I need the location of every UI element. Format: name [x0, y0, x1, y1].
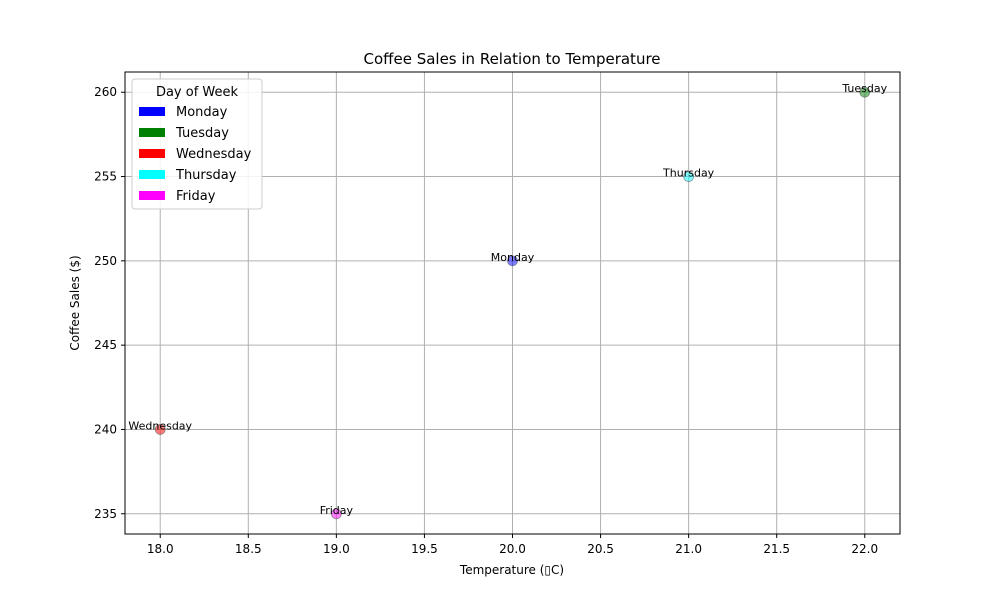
x-tick-label: 22.0: [851, 542, 878, 556]
data-point: [507, 255, 518, 267]
x-tick-label: 18.0: [147, 542, 174, 556]
data-point: [154, 424, 166, 435]
points-layer: [154, 86, 871, 520]
ticks-layer: 18.0 18.5 19.0 19.5 20.0 20.5 21.0 21.5 22.0 235 2…: [94, 85, 878, 556]
y-tick-label: 235: [94, 507, 117, 521]
x-tick-label: 18.5: [235, 542, 262, 556]
legend-entries: Monday Tuesday Wednesday Thursday Friday: [139, 105, 252, 204]
legend-title: Day of Week: [156, 85, 239, 100]
x-axis-label: Temperature (▯C): [459, 563, 564, 577]
x-tick-label: 19.0: [323, 542, 350, 556]
data-point-label: Friday: [320, 504, 354, 517]
y-tick-label: 245: [94, 338, 117, 352]
data-point-label: Wednesday: [128, 419, 192, 432]
x-tick-label: 20.5: [587, 542, 614, 556]
data-point-label: Monday: [491, 251, 535, 264]
data-point: [683, 171, 695, 182]
legend-label: Monday: [176, 105, 228, 120]
legend-label: Tuesday: [175, 126, 229, 141]
chart-title: Coffee Sales in Relation to Temperature: [363, 50, 660, 68]
legend: Day of Week Monday Tuesday Wednesday Thursd…: [131, 78, 263, 210]
data-point-label: Tuesday: [841, 82, 887, 95]
y-tick-label: 250: [94, 254, 117, 268]
data-point: [330, 508, 342, 520]
legend-swatch: [139, 107, 165, 116]
legend-label: Friday: [176, 189, 216, 204]
x-tick-label: 21.0: [675, 542, 702, 556]
legend-swatch: [139, 170, 165, 179]
y-tick-label: 260: [94, 85, 117, 99]
data-point-label: Thursday: [662, 167, 715, 180]
point-labels-layer: Monday Tuesday Wednesday Thursday Friday: [128, 82, 887, 517]
y-axis-label: Coffee Sales ($): [68, 255, 82, 350]
legend-label: Thursday: [175, 168, 237, 183]
y-tick-label: 255: [94, 170, 117, 184]
legend-swatch: [139, 191, 165, 200]
x-tick-label: 21.5: [763, 542, 790, 556]
x-tick-label: 20.0: [499, 542, 526, 556]
data-point: [859, 86, 871, 98]
legend-swatch: [139, 149, 165, 158]
x-tick-label: 19.5: [411, 542, 438, 556]
legend-swatch: [139, 128, 165, 137]
legend-label: Wednesday: [176, 147, 252, 162]
y-tick-label: 240: [94, 422, 117, 436]
